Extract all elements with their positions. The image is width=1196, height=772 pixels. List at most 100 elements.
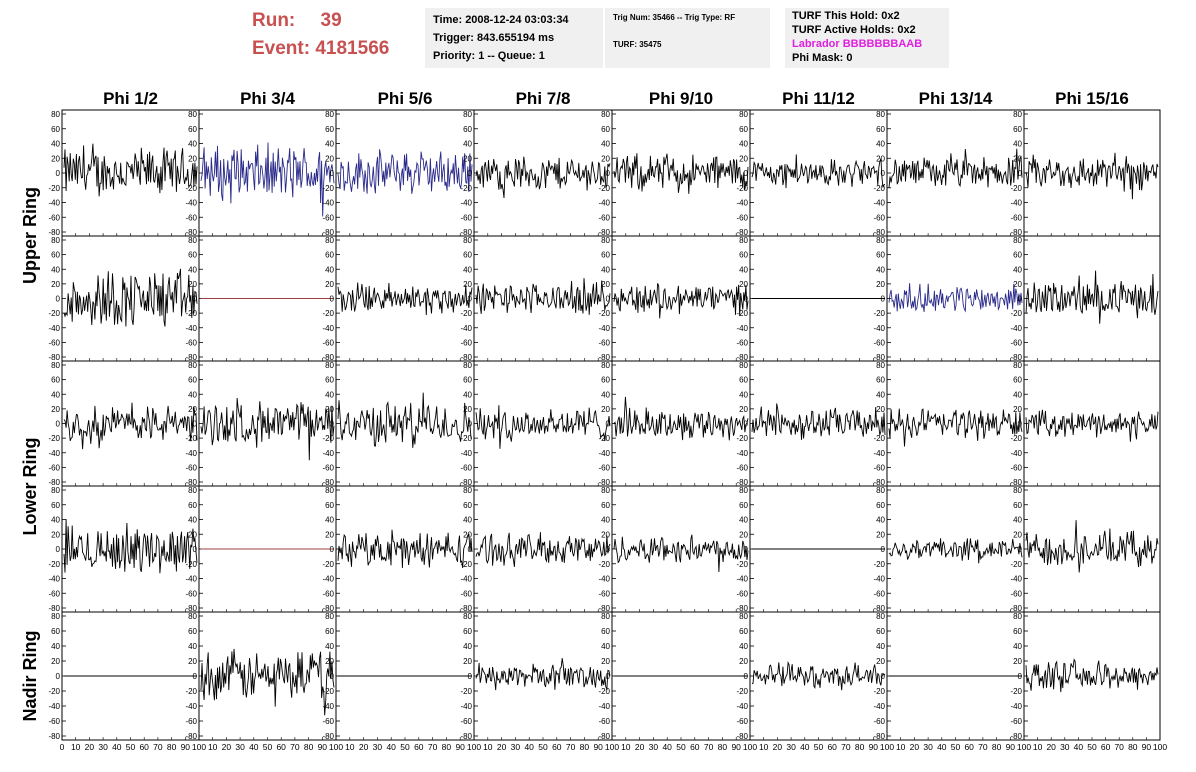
y-tick-label: 0	[881, 420, 886, 429]
y-tick-label: 80	[51, 361, 60, 370]
x-tick-label: 10	[759, 742, 769, 752]
y-tick-label: 20	[51, 280, 60, 289]
x-tick-label: 30	[373, 742, 383, 752]
waveform-panel: -80 -60 -40 -20 0 20 40 60 80	[736, 485, 888, 613]
y-tick-label: 20	[876, 405, 885, 414]
y-tick-label: 60	[51, 251, 60, 260]
y-tick-label: 40	[325, 390, 334, 399]
y-tick-label: 0	[468, 420, 473, 429]
event-label: Event: 4181566	[252, 38, 389, 60]
y-tick-label: 80	[51, 236, 60, 245]
waveform-panel: -80 -60 -40 -20 0 20 40 60 80	[322, 235, 475, 362]
y-tick-label: 20	[51, 154, 60, 163]
x-tick-label: 70	[428, 742, 438, 752]
y-tick-label: -80	[598, 604, 610, 613]
y-tick-label: -80	[322, 732, 334, 741]
y-tick-label: 80	[739, 236, 748, 245]
y-tick-label: 80	[876, 236, 885, 245]
y-tick-label: 0	[193, 672, 198, 681]
panel-frame	[749, 611, 888, 741]
y-tick-label: -80	[322, 478, 334, 487]
x-tick-label: 10	[1033, 742, 1043, 752]
y-tick-label: -20	[185, 434, 197, 443]
y-tick-label: 40	[463, 265, 472, 274]
waveform-trace	[888, 538, 1023, 564]
x-tick-label: 70	[290, 742, 300, 752]
y-tick-label: 40	[601, 516, 610, 525]
waveform-panel: -80 -60 -40 -20 0 20 40 60 80	[48, 109, 200, 237]
y-tick-label: 20	[739, 280, 748, 289]
waveform-panel: -80 -60 -40 -20 0 20 40 60 80	[598, 235, 751, 362]
y-tick-label: -20	[322, 184, 334, 193]
y-tick-label: 60	[463, 501, 472, 510]
y-tick-label: -60	[460, 717, 472, 726]
y-tick-label: 20	[188, 280, 197, 289]
waveform-panel: -80 -60 -40 -20 0 20 40 60 80	[322, 109, 475, 237]
priority-text: Priority: 1 -- Queue: 1	[433, 50, 545, 62]
x-tick-label: 100	[192, 742, 206, 752]
y-tick-label: -40	[185, 199, 197, 208]
x-tick-label: 70	[841, 742, 851, 752]
waveform-trace	[475, 532, 611, 567]
y-tick-label: -40	[873, 575, 885, 584]
y-tick-label: -60	[48, 717, 60, 726]
y-tick-label: -20	[460, 184, 472, 193]
y-tick-label: -20	[736, 560, 748, 569]
y-tick-label: 60	[739, 376, 748, 385]
waveform-panel: -80 -60 -40 -20 0 20 40 60 80	[322, 485, 475, 613]
y-tick-label: 80	[51, 110, 60, 119]
y-tick-label: 0	[330, 672, 335, 681]
x-tick-label: 40	[386, 742, 396, 752]
waveform-trace	[613, 283, 749, 319]
y-tick-label: -80	[598, 478, 610, 487]
y-tick-label: 60	[1013, 627, 1022, 636]
y-tick-label: -80	[460, 732, 472, 741]
x-tick-label: 20	[635, 742, 645, 752]
y-tick-label: -20	[1010, 687, 1022, 696]
x-tick-label: 30	[786, 742, 796, 752]
y-tick-label: -60	[48, 338, 60, 347]
y-tick-label: 40	[463, 516, 472, 525]
y-tick-label: -20	[873, 184, 885, 193]
waveform-panel: -80 -60 -40 -20 0 20 40 60 80	[185, 235, 337, 362]
y-tick-label: -80	[1010, 228, 1022, 237]
y-tick-label: 40	[739, 516, 748, 525]
waveform-panel: -80 -60 -40 -20 0 20 40 60 80	[185, 360, 337, 487]
y-tick-label: 20	[463, 405, 472, 414]
y-tick-label: 80	[1013, 236, 1022, 245]
y-tick-label: 40	[325, 516, 334, 525]
y-tick-label: 0	[1018, 169, 1023, 178]
y-tick-label: 20	[463, 280, 472, 289]
y-tick-label: -40	[736, 324, 748, 333]
waveform-panel: -80 -60 -40 -20 0 20 40 60 80	[736, 360, 888, 487]
x-tick-label: 80	[855, 742, 865, 752]
y-tick-label: -40	[185, 575, 197, 584]
panel-frame	[886, 235, 1025, 362]
waveform-trace	[1025, 658, 1159, 693]
y-tick-label: 60	[601, 501, 610, 510]
x-tick-label: 10	[71, 742, 81, 752]
y-tick-label: -60	[460, 589, 472, 598]
y-tick-label: 80	[188, 236, 197, 245]
y-tick-label: -20	[1010, 560, 1022, 569]
y-tick-label: 20	[601, 405, 610, 414]
y-tick-label: -20	[460, 434, 472, 443]
y-tick-label: 20	[188, 657, 197, 666]
y-tick-label: 40	[739, 265, 748, 274]
y-tick-label: -40	[460, 324, 472, 333]
y-tick-label: -40	[322, 575, 334, 584]
y-tick-label: -40	[736, 702, 748, 711]
y-tick-label: 0	[56, 420, 61, 429]
y-tick-label: -40	[460, 199, 472, 208]
y-tick-label: -60	[873, 463, 885, 472]
y-tick-label: 40	[601, 140, 610, 149]
y-tick-label: 0	[193, 545, 198, 554]
y-tick-label: -60	[1010, 589, 1022, 598]
x-tick-label: 80	[1128, 742, 1138, 752]
turf-active-text: TURF Active Holds: 0x2	[792, 24, 916, 36]
y-tick-label: -20	[460, 687, 472, 696]
y-tick-label: 60	[325, 376, 334, 385]
y-tick-label: -60	[736, 717, 748, 726]
row-label: Nadir Ring	[20, 630, 40, 721]
waveform-panel: -80 -60 -40 -20 0 20 40 60 80	[598, 611, 751, 741]
